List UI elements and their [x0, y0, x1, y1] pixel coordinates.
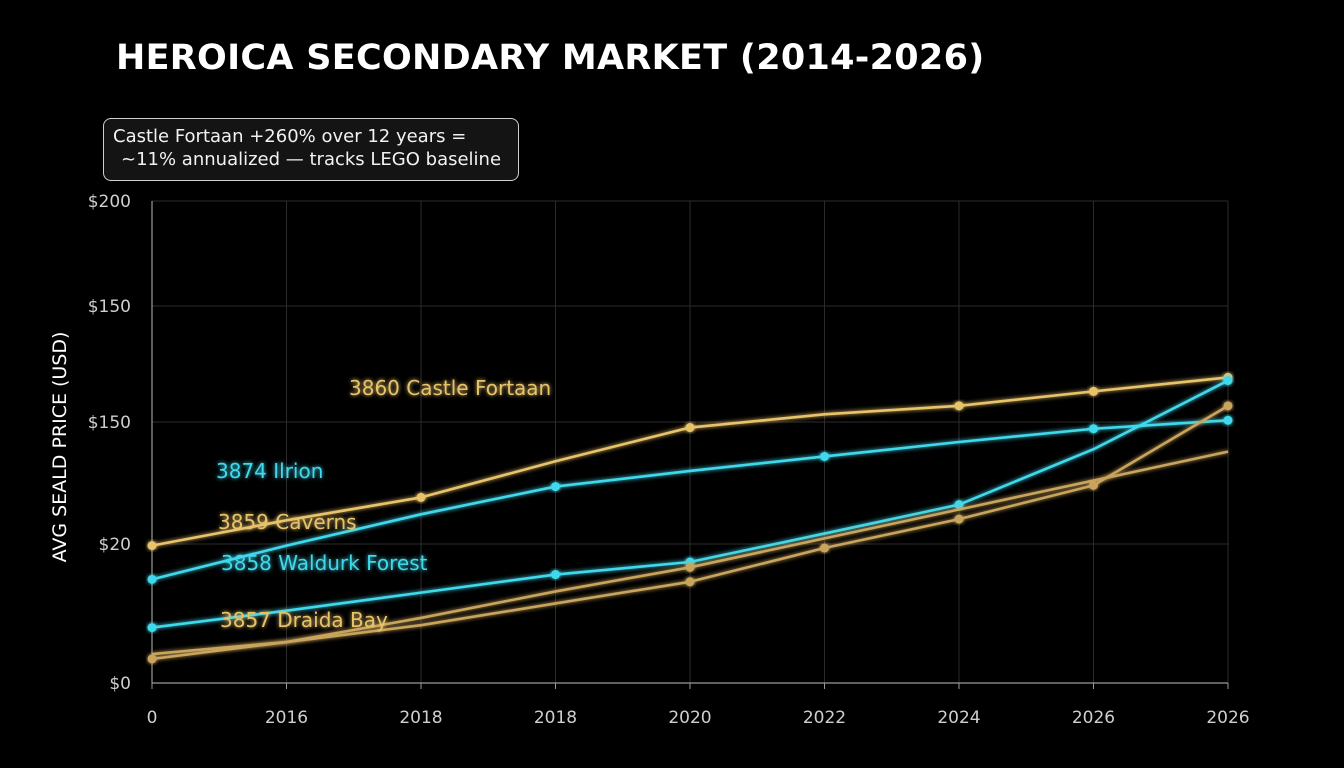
series-label-waldurk-forest: 3858 Waldurk Forest: [221, 551, 428, 575]
y-tick-label: $150: [88, 413, 131, 433]
data-point-draida-bay: [685, 562, 695, 572]
data-point-castle-fortaan: [954, 401, 964, 411]
data-point-castle-fortaan: [147, 541, 157, 551]
data-point-waldurk-forest: [147, 623, 157, 633]
data-point-ilrion: [820, 451, 829, 461]
y-tick-label: $0: [109, 674, 131, 694]
y-tick-label: $200: [88, 192, 131, 212]
data-point-caverns: [1223, 401, 1233, 411]
data-point-waldurk-forest: [1223, 376, 1233, 386]
data-point-castle-fortaan: [685, 423, 695, 433]
series-label-caverns: 3859 Caverns: [218, 510, 357, 534]
series-label-castle-fortaan: 3860 Castle Fortaan: [349, 376, 551, 400]
annotation-line-1: Castle Fortaan +260% over 12 years =: [113, 126, 467, 147]
series-group: [147, 372, 1233, 664]
data-point-ilrion: [147, 574, 157, 584]
data-point-castle-fortaan: [1089, 386, 1098, 396]
data-point-waldurk-forest: [551, 570, 560, 580]
x-tick-label: 2026: [1072, 708, 1115, 728]
x-tick-label: 2022: [803, 708, 846, 728]
data-point-ilrion: [1089, 424, 1098, 434]
data-point-caverns: [685, 577, 695, 587]
data-point-caverns: [954, 514, 964, 524]
series-line-ilrion: [151, 419, 1229, 581]
y-tick-label: $150: [88, 297, 131, 317]
series-label-draida-bay: 3857 Draida Bay: [220, 608, 388, 632]
x-tick-label: 2016: [265, 708, 308, 728]
y-axis-title: AVG SEALD PRICE (USD): [49, 332, 71, 563]
data-point-caverns: [820, 543, 829, 553]
axes: $0 $20 $150 $150 $200 0 2016 2018 2018 2020 2022 20…: [49, 192, 1250, 728]
annotation-line-2: ~11% annualized — tracks LEGO baseline: [121, 149, 502, 170]
x-tick-label: 2018: [399, 708, 442, 728]
data-point-caverns: [1089, 480, 1098, 490]
data-point-castle-fortaan: [416, 492, 426, 502]
series-labels: 3860 Castle Fortaan 3874 Ilrion 3859 Caver…: [216, 376, 551, 632]
x-tick-label: 0: [147, 708, 158, 728]
y-tick-label: $20: [99, 535, 131, 555]
series-label-ilrion: 3874 Ilrion: [216, 459, 323, 483]
x-tick-label: 2018: [534, 708, 577, 728]
annotation-callout: Castle Fortaan +260% over 12 years = ~11…: [103, 118, 519, 181]
data-point-ilrion: [1223, 415, 1233, 425]
x-tick-label: 2024: [937, 708, 980, 728]
x-tick-label: 2026: [1206, 708, 1249, 728]
x-tick-label: 2020: [668, 708, 711, 728]
chart-title: HEROICA SECONDARY MARKET (2014-2026): [116, 38, 985, 78]
data-point-ilrion: [551, 482, 560, 492]
data-point-draida-bay: [147, 654, 157, 664]
data-point-waldurk-forest: [954, 500, 964, 510]
